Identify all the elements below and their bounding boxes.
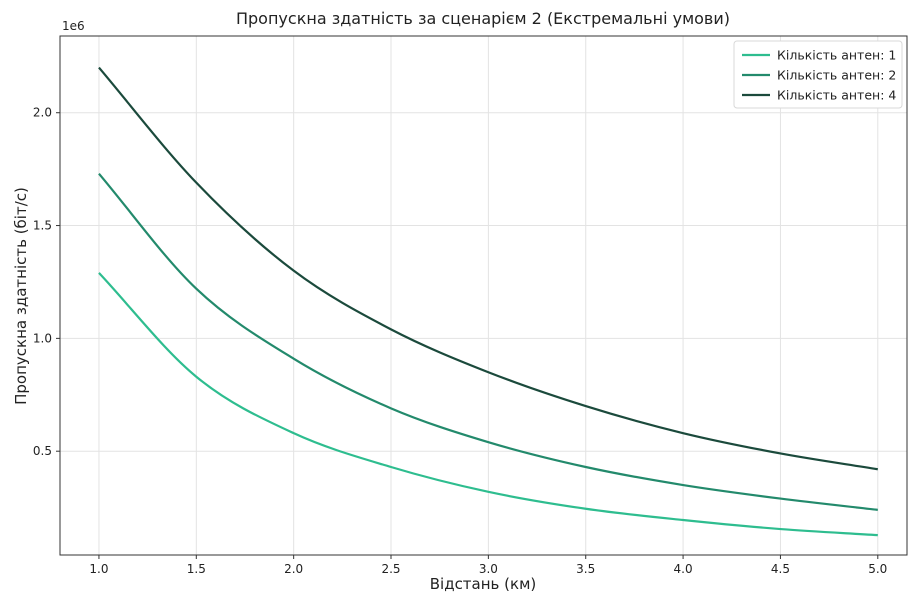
legend-label: Кількість антен: 4 (777, 88, 896, 103)
x-axis-label: Відстань (км) (430, 575, 537, 593)
plot-frame (59, 35, 908, 556)
legend-label: Кількість антен: 2 (777, 68, 896, 83)
chart-title: Пропускна здатність за сценарієм 2 (Екст… (236, 9, 730, 28)
legend-box (733, 40, 903, 109)
x-axis-ticks: 1.0 1.5 2.0 2.5 3.0 3.5 4.0 4.5 5.0 (89, 555, 887, 576)
series-line-2 (98, 172, 878, 511)
x-tick-label: 5.0 (868, 562, 887, 576)
x-tick-label: 3.0 (479, 562, 498, 576)
legend-label: Кількість антен: 1 (777, 48, 896, 63)
y-tick-label: 2.0 (33, 106, 52, 120)
x-tick-label: 4.0 (674, 562, 693, 576)
x-tick-label: 3.5 (576, 562, 595, 576)
x-tick-label: 2.5 (381, 562, 400, 576)
y-tick-label: 1.5 (33, 219, 52, 233)
x-tick-label: 4.5 (771, 562, 790, 576)
grid (60, 36, 907, 555)
x-tick-label: 2.0 (284, 562, 303, 576)
y-tick-label: 1.0 (33, 331, 52, 345)
y-axis-label: Пропускна здатність (біт/с) (12, 187, 30, 405)
series-line-3 (98, 66, 878, 471)
x-tick-label: 1.5 (187, 562, 206, 576)
x-tick-label: 1.0 (89, 562, 108, 576)
series-line-1 (98, 272, 878, 537)
legend: Кількість антен: 1 Кількість антен: 2 Кіль… (733, 40, 903, 109)
series-lines (98, 66, 878, 537)
y-tick-label: 0.5 (33, 444, 52, 458)
y-axis-ticks: 0.5 1.0 1.5 2.0 (33, 106, 60, 458)
y-axis-offset-label: 1e6 (62, 19, 85, 33)
